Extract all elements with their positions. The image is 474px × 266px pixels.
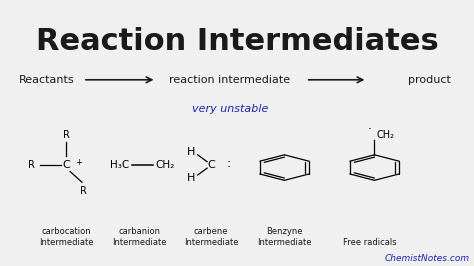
Text: product: product — [408, 75, 450, 85]
Text: H: H — [187, 173, 195, 183]
Text: ·: · — [368, 123, 372, 136]
Text: Benzyne
Intermediate: Benzyne Intermediate — [257, 227, 311, 247]
Text: C: C — [63, 160, 70, 170]
Text: R: R — [27, 160, 35, 170]
Text: reaction intermediate: reaction intermediate — [169, 75, 291, 85]
Text: +: + — [75, 158, 82, 167]
Text: H₃C: H₃C — [110, 160, 129, 170]
Text: :: : — [223, 157, 231, 170]
Text: carbanion
Intermediate: carbanion Intermediate — [113, 227, 167, 247]
Text: CH₂: CH₂ — [155, 160, 174, 170]
Text: H: H — [187, 147, 195, 157]
Text: C: C — [207, 160, 215, 170]
Text: carbene
Intermediate: carbene Intermediate — [184, 227, 238, 247]
Text: CH₂: CH₂ — [376, 130, 394, 140]
Text: R: R — [63, 130, 70, 140]
Text: ChemistNotes.com: ChemistNotes.com — [384, 254, 469, 263]
Text: Free radicals: Free radicals — [343, 238, 397, 247]
Text: carbocation
Intermediate: carbocation Intermediate — [39, 227, 93, 247]
Text: Reactants: Reactants — [19, 75, 74, 85]
Text: R: R — [80, 186, 86, 196]
Text: very unstable: very unstable — [191, 104, 268, 114]
Text: Reaction Intermediates: Reaction Intermediates — [36, 27, 438, 56]
